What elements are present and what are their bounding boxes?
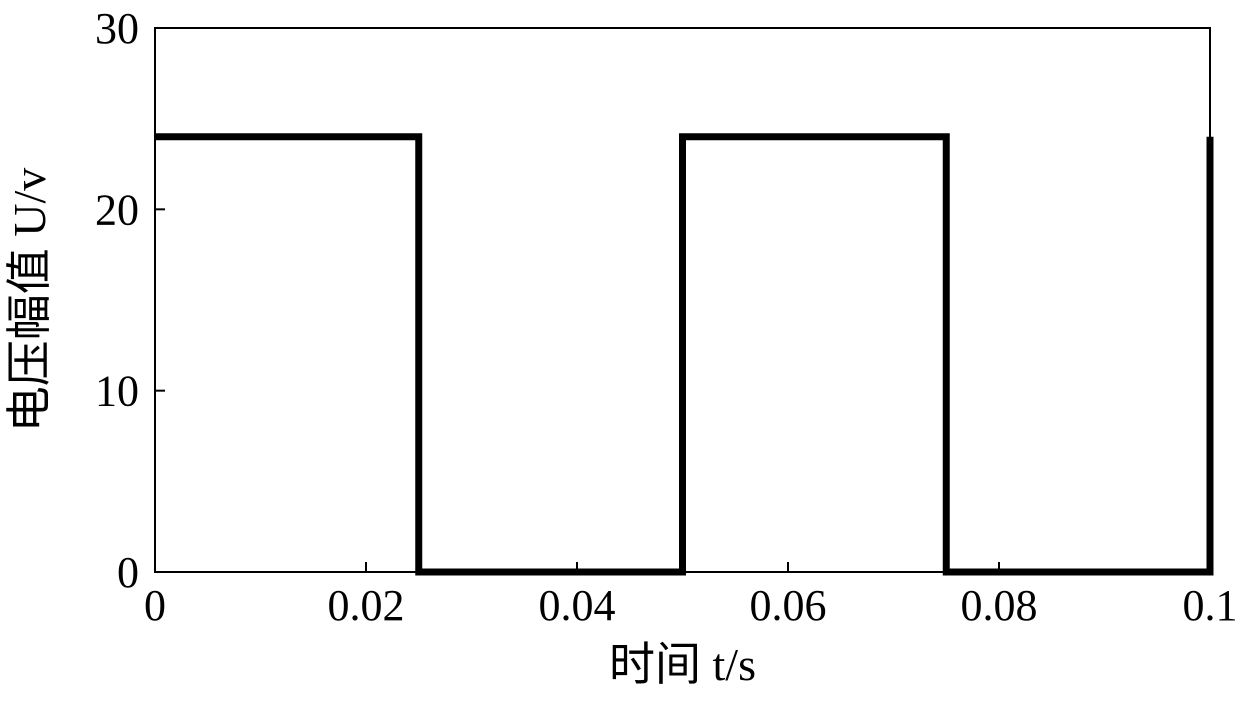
y-tick-label: 10 [95, 367, 139, 416]
x-tick-label: 0.08 [961, 581, 1038, 630]
y-tick-label: 0 [117, 548, 139, 597]
y-tick-label: 20 [95, 185, 139, 234]
y-axis-label: 电压幅值 U/v [4, 168, 55, 433]
x-tick-label: 0.06 [750, 581, 827, 630]
series-square-wave [155, 137, 1210, 572]
chart-svg: 0 0.02 0.04 0.06 0.08 0.1 0 10 20 30 时间 t/s 电压幅值 U/… [0, 0, 1240, 702]
x-tick-label: 0.1 [1183, 581, 1238, 630]
x-axis-label: 时间 t/s [609, 639, 756, 690]
voltage-time-chart: 0 0.02 0.04 0.06 0.08 0.1 0 10 20 30 时间 t/s 电压幅值 U/… [0, 0, 1240, 702]
y-tick-label: 30 [95, 4, 139, 53]
x-tick-label: 0.04 [539, 581, 616, 630]
x-tick-label: 0 [144, 581, 166, 630]
x-tick-label: 0.02 [328, 581, 405, 630]
